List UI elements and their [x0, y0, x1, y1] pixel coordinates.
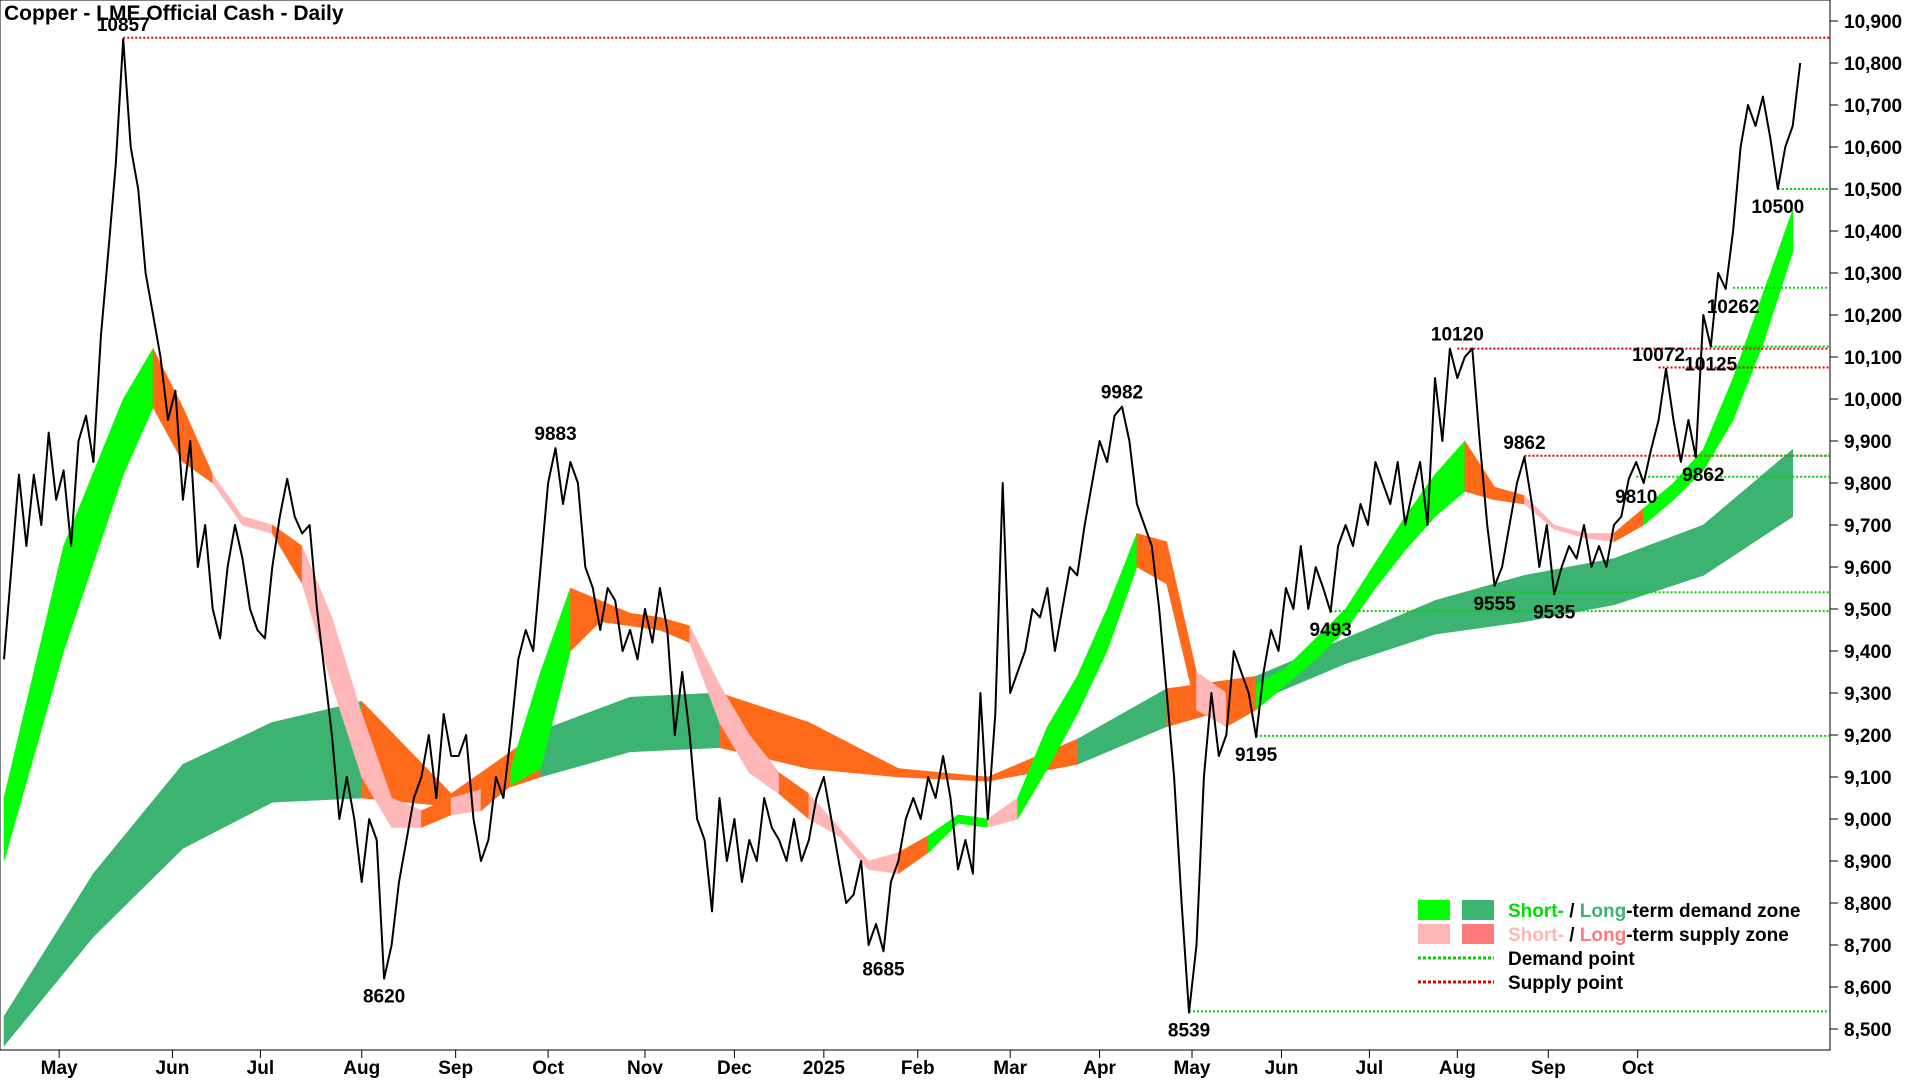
legend-label: Supply point: [1508, 973, 1624, 994]
y-tick-label: 9,000: [1844, 810, 1892, 831]
x-tick-label: Aug: [343, 1058, 380, 1079]
plot-frame: [0, 0, 1831, 1051]
legend-label: Short- / Long-term demand zone: [1508, 901, 1800, 922]
price-annotation: 9862: [1682, 465, 1724, 486]
legend-label-part: Long: [1580, 901, 1626, 922]
x-tick-label: Oct: [532, 1058, 564, 1079]
legend-label-part: /: [1564, 925, 1580, 946]
x-tick-label: Dec: [717, 1058, 752, 1079]
x-tick-label: Apr: [1083, 1058, 1116, 1079]
y-tick-label: 10,800: [1844, 54, 1902, 75]
legend-label: Demand point: [1508, 949, 1635, 970]
y-tick-label: 9,700: [1844, 516, 1892, 537]
x-tick-label: Jun: [156, 1058, 190, 1079]
long-term-zone-segment: [1702, 448, 1794, 576]
x-tick-label: 2025: [803, 1058, 846, 1079]
price-annotation: 8620: [363, 987, 405, 1008]
legend-swatch: [1418, 924, 1450, 944]
price-annotation: 9883: [534, 424, 576, 445]
x-tick-label: Mar: [993, 1058, 1027, 1079]
y-tick-label: 10,400: [1844, 222, 1902, 243]
price-annotation: 10262: [1707, 297, 1760, 318]
y-tick-label: 10,300: [1844, 264, 1902, 285]
price-annotation: 9555: [1473, 594, 1516, 615]
legend-label-part: -term demand zone: [1626, 901, 1800, 922]
legend-swatch: [1462, 924, 1494, 944]
legend-label-part: Long: [1580, 925, 1626, 946]
y-tick-label: 9,600: [1844, 558, 1892, 579]
x-tick-label: May: [41, 1058, 78, 1079]
price-annotation: 10120: [1431, 325, 1484, 346]
x-tick-label: Nov: [627, 1058, 663, 1079]
y-tick-label: 9,800: [1844, 474, 1892, 495]
legend-swatch: [1418, 900, 1450, 920]
price-annotation: 9535: [1533, 602, 1576, 623]
legend-label: Short- / Long-term supply zone: [1508, 925, 1789, 946]
legend-label-part: Short-: [1508, 925, 1564, 946]
legend-swatch: [1462, 900, 1494, 920]
legend-label-part: -term supply zone: [1626, 925, 1789, 946]
y-tick-label: 8,500: [1844, 1020, 1892, 1041]
x-tick-label: Jul: [1356, 1058, 1383, 1079]
price-annotation: 8539: [1168, 1021, 1210, 1042]
x-tick-label: Feb: [901, 1058, 935, 1079]
y-tick-label: 9,200: [1844, 726, 1892, 747]
y-tick-label: 10,600: [1844, 138, 1902, 159]
y-tick-label: 10,700: [1844, 96, 1902, 117]
legend-label-part: Short-: [1508, 901, 1564, 922]
y-tick-label: 9,100: [1844, 768, 1892, 789]
y-tick-label: 8,900: [1844, 852, 1892, 873]
y-tick-label: 8,600: [1844, 978, 1892, 999]
legend-label-part: Demand point: [1508, 949, 1635, 970]
price-annotation: 9493: [1310, 620, 1352, 641]
price-annotation: 8685: [862, 959, 905, 980]
y-tick-label: 8,700: [1844, 936, 1892, 957]
x-tick-label: Sep: [1531, 1058, 1566, 1079]
y-tick-label: 9,500: [1844, 600, 1892, 621]
chart-title: Copper - LME Official Cash - Daily: [4, 2, 344, 25]
legend-label-part: Supply point: [1508, 973, 1624, 994]
price-annotation: 9862: [1503, 433, 1545, 454]
legend-label-part: /: [1564, 901, 1580, 922]
short-term-zone-segment: [1762, 209, 1794, 345]
price-annotation: 10125: [1684, 355, 1737, 376]
price-annotation: 9982: [1101, 383, 1143, 404]
price-annotation: 10500: [1751, 197, 1804, 218]
y-tick-label: 9,400: [1844, 642, 1892, 663]
y-tick-label: 10,000: [1844, 390, 1902, 411]
x-tick-label: Sep: [438, 1058, 473, 1079]
y-tick-label: 10,100: [1844, 348, 1902, 369]
price-line: [3, 38, 1802, 1014]
y-tick-label: 10,200: [1844, 306, 1902, 327]
y-tick-label: 10,500: [1844, 180, 1902, 201]
price-annotation: 9195: [1235, 745, 1278, 766]
price-annotation: 9810: [1615, 487, 1657, 508]
y-tick-label: 9,300: [1844, 684, 1892, 705]
price-annotation: 10072: [1632, 345, 1685, 366]
x-tick-label: Jul: [247, 1058, 274, 1079]
x-tick-label: May: [1174, 1058, 1211, 1079]
price-annotation: 10857: [97, 15, 150, 36]
y-tick-label: 8,800: [1844, 894, 1892, 915]
x-tick-label: Oct: [1622, 1058, 1654, 1079]
y-tick-label: 9,900: [1844, 432, 1892, 453]
x-tick-label: Jun: [1265, 1058, 1299, 1079]
y-tick-label: 10,900: [1844, 12, 1902, 33]
x-tick-label: Aug: [1439, 1058, 1476, 1079]
